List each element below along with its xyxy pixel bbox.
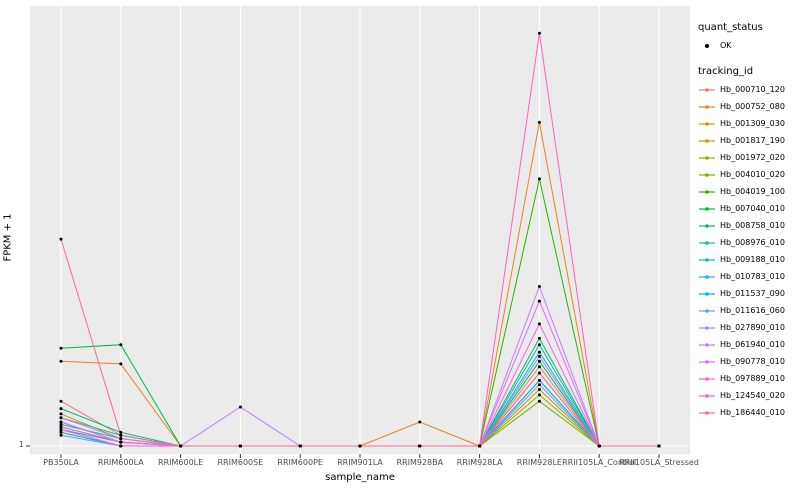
series-key-icon xyxy=(698,356,716,368)
legend-item-label: OK xyxy=(720,41,732,50)
legend-item: Hb_009188_010 xyxy=(698,251,798,268)
legend-item: Hb_007040_010 xyxy=(698,200,798,217)
x-tick-label: RRIM928LA xyxy=(456,458,503,467)
x-tick-label: RRIM600SE xyxy=(217,458,264,467)
series-key-icon xyxy=(698,305,716,317)
legend-item-label: Hb_008976_010 xyxy=(720,238,785,247)
legend-item: Hb_124540_020 xyxy=(698,387,798,404)
series-key-icon xyxy=(698,220,716,232)
legend-title-quant-status: quant_status xyxy=(698,22,763,33)
legend-item: Hb_008976_010 xyxy=(698,234,798,251)
legend-item: Hb_001309_030 xyxy=(698,115,798,132)
series-key-icon xyxy=(698,101,716,113)
legend-item-label: Hb_009188_010 xyxy=(720,255,785,264)
legend-item: Hb_004019_100 xyxy=(698,183,798,200)
series-key-icon xyxy=(698,373,716,385)
legend-item: Hb_001972_020 xyxy=(698,149,798,166)
legend-item: Hb_097889_010 xyxy=(698,370,798,387)
x-tick-label: PB350LA xyxy=(43,458,79,467)
series-key-icon xyxy=(698,407,716,419)
legend-item: Hb_004010_020 xyxy=(698,166,798,183)
series-key-icon xyxy=(698,203,716,215)
legend-item-label: Hb_007040_010 xyxy=(720,204,785,213)
legend-item-label: Hb_001972_020 xyxy=(720,153,785,162)
legend-item: Hb_008758_010 xyxy=(698,217,798,234)
legend-item: Hb_027890_010 xyxy=(698,319,798,336)
legend-item-label: Hb_186440_010 xyxy=(720,408,785,417)
series-key-icon xyxy=(698,135,716,147)
legend-item-label: Hb_061940_010 xyxy=(720,340,785,349)
legend-item-label: Hb_027890_010 xyxy=(720,323,785,332)
x-tick-labels: PB350LA RRIM600LA RRIM600LE RRIM600SE RRIM60… xyxy=(0,458,800,472)
legend-item-label: Hb_000752_080 xyxy=(720,102,785,111)
series-key-icon xyxy=(698,169,716,181)
legend-item-label: Hb_011616_060 xyxy=(720,306,785,315)
series-key-icon xyxy=(698,254,716,266)
legend-item-label: Hb_008758_010 xyxy=(720,221,785,230)
x-tick-label: RRIM600PE xyxy=(277,458,323,467)
x-tick-label: RRIM600LE xyxy=(158,458,204,467)
legend: quant_status OK tracking_id Hb_000710_12… xyxy=(698,22,798,421)
legend-item-ok: OK xyxy=(698,37,798,54)
y-tick-label: 1 xyxy=(18,440,24,449)
series-key-icon xyxy=(698,271,716,283)
legend-item: Hb_000752_080 xyxy=(698,98,798,115)
x-tick-label: RRII105LA_Control xyxy=(562,458,637,467)
x-tick-label: RRIM901LA xyxy=(337,458,383,467)
x-tick-label: RRIM600LA xyxy=(97,458,144,467)
legend-item: Hb_001817_190 xyxy=(698,132,798,149)
series-key-icon xyxy=(698,152,716,164)
series-key-icon xyxy=(698,288,716,300)
legend-item: Hb_011537_090 xyxy=(698,285,798,302)
legend-item-label: Hb_004019_100 xyxy=(720,187,785,196)
x-axis-label: sample_name xyxy=(325,472,395,483)
tracking-id-legend-items: Hb_000710_120 Hb_000752_080 Hb_001309_030 H… xyxy=(698,81,798,421)
legend-item: Hb_000710_120 xyxy=(698,81,798,98)
legend-item-label: Hb_011537_090 xyxy=(720,289,785,298)
legend-title-tracking-id: tracking_id xyxy=(698,66,754,77)
legend-item-label: Hb_001309_030 xyxy=(720,119,785,128)
x-tick-label: RRII105LA_Stressed xyxy=(619,458,699,467)
series-key-icon xyxy=(698,186,716,198)
legend-item-label: Hb_010783_010 xyxy=(720,272,785,281)
point-marker-icon xyxy=(698,40,716,52)
legend-item: Hb_061940_010 xyxy=(698,336,798,353)
legend-item-label: Hb_090778_010 xyxy=(720,357,785,366)
legend-item-label: Hb_124540_020 xyxy=(720,391,785,400)
legend-item: Hb_090778_010 xyxy=(698,353,798,370)
series-key-icon xyxy=(698,322,716,334)
series-key-icon xyxy=(698,84,716,96)
series-key-icon xyxy=(698,237,716,249)
x-tick-label: RRIM928LE xyxy=(516,458,562,467)
series-key-icon xyxy=(698,118,716,130)
y-axis-label: FPKM + 1 xyxy=(2,213,14,262)
series-key-icon xyxy=(698,339,716,351)
legend-item: Hb_011616_060 xyxy=(698,302,798,319)
legend-item: Hb_186440_010 xyxy=(698,404,798,421)
legend-item-label: Hb_001817_190 xyxy=(720,136,785,145)
x-tick-label: RRIM928BA xyxy=(396,458,444,467)
series-key-icon xyxy=(698,390,716,402)
legend-item-label: Hb_097889_010 xyxy=(720,374,785,383)
legend-item-label: Hb_004010_020 xyxy=(720,170,785,179)
legend-item: Hb_010783_010 xyxy=(698,268,798,285)
legend-item-label: Hb_000710_120 xyxy=(720,85,785,94)
